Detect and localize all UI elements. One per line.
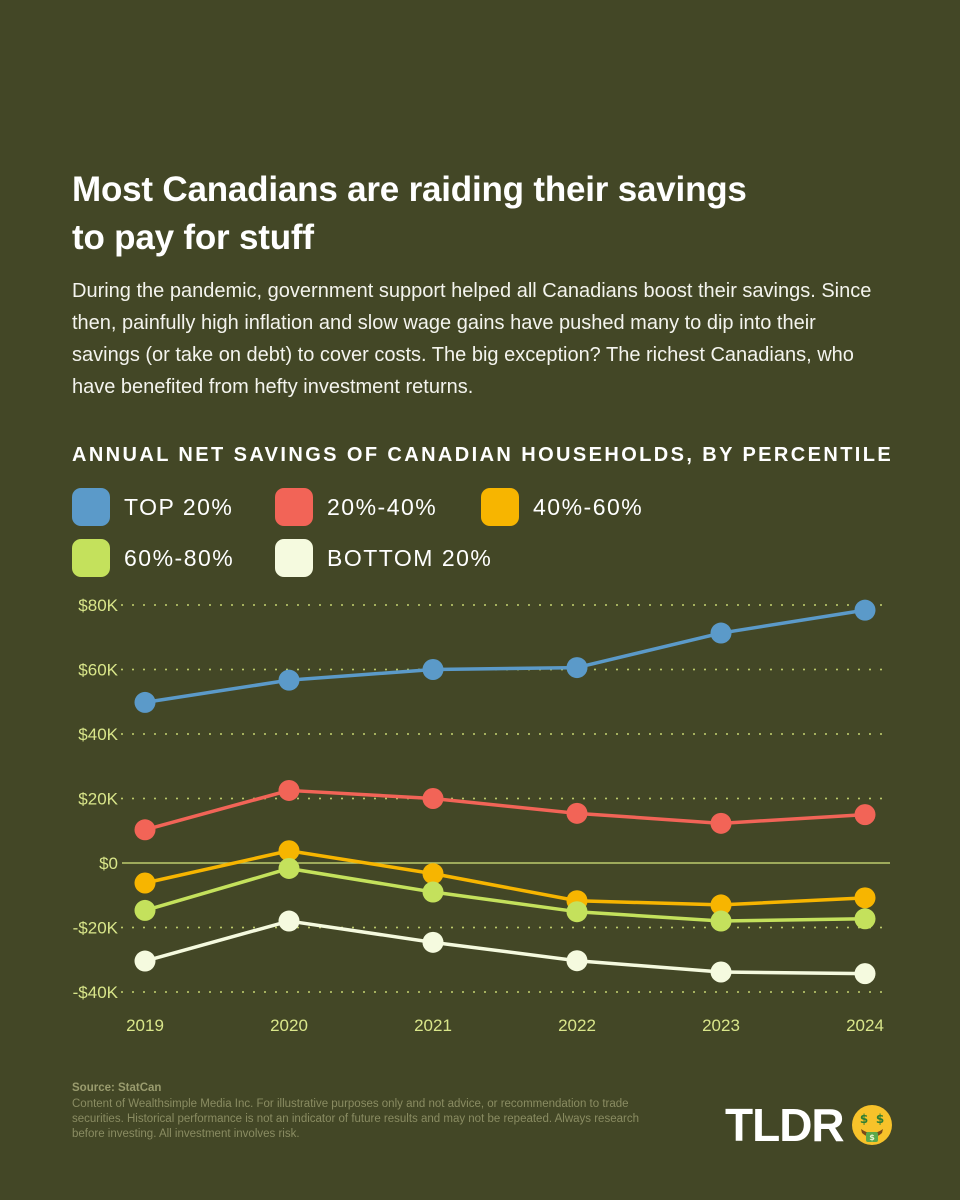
svg-text:$: $ [869,1133,875,1142]
data-point [710,961,732,983]
legend-item-bottom-20: BOTTOM 20% [275,539,492,577]
legend-swatch-bottom-20 [275,539,313,577]
data-point [566,901,588,923]
chart-heading: ANNUAL NET SAVINGS OF CANADIAN HOUSEHOLD… [72,444,894,466]
y-tick-label: -$20K [73,919,119,938]
data-point [422,931,444,953]
y-tick-label: $40K [78,725,118,744]
savings-line-chart: $80K $60K $40K $20K $0 -$20K -$40K 2019 2020 2021… [73,596,891,1035]
x-tick-label: 2020 [270,1016,308,1035]
series-line-0 [144,608,866,705]
legend-label-60-80: 60%-80% [124,544,235,571]
tldr-logo: TLDR [725,1099,845,1151]
series-line-2 [144,848,866,907]
legend-label-bottom-20: BOTTOM 20% [327,544,493,571]
page-title: Most Canadians are raiding their savings… [72,170,747,257]
legend-label-top-20: TOP 20% [124,493,234,520]
legend-swatch-top-20 [72,488,110,526]
money-mouth-face-icon: $ $ $ [852,1105,892,1145]
y-tick-label: $0 [99,854,118,873]
legend-label-20-40: 20%-40% [327,493,438,520]
data-point [566,657,588,679]
legend-swatch-60-80 [72,539,110,577]
data-point [134,691,156,713]
legend-swatch-40-60 [481,488,519,526]
series-line-3 [144,866,866,923]
data-point [854,887,876,909]
data-point [278,779,300,801]
data-point [566,950,588,972]
data-point [854,963,876,985]
x-tick-label: 2022 [558,1016,596,1035]
x-tick-label: 2021 [414,1016,452,1035]
source-note: Source: StatCan Content of Wealthsimple … [72,1081,652,1142]
source-label: Source: StatCan [72,1082,162,1094]
series-line-4 [144,919,866,976]
data-point [710,622,732,644]
data-point [854,908,876,930]
legend-item-top-20: TOP 20% [72,488,233,526]
data-point [278,910,300,932]
data-point [422,659,444,680]
y-tick-label: $20K [78,790,118,809]
data-point [134,872,156,894]
series-line-1 [144,788,866,832]
legend-item-20-40: 20%-40% [275,488,437,526]
data-point [566,802,588,824]
data-point [278,669,300,691]
data-point [710,894,732,916]
y-tick-label: $80K [78,596,118,615]
svg-text:$: $ [860,1112,868,1126]
data-point [134,819,156,841]
legend-swatch-20-40 [275,488,313,526]
legend-item-60-80: 60%-80% [72,539,234,577]
disclaimer-text: Content of Wealthsimple Media Inc. For i… [72,1098,639,1140]
svg-text:$: $ [876,1112,884,1126]
data-point [422,881,444,903]
data-point [278,840,300,862]
x-tick-label: 2019 [126,1016,164,1035]
legend-label-40-60: 40%-60% [533,493,644,520]
y-tick-label: -$40K [73,983,119,1002]
data-point [710,910,732,932]
data-point [710,812,732,834]
page-subtitle: During the pandemic, government support … [72,280,872,398]
data-point [278,857,300,879]
data-point [854,599,876,621]
data-point [854,804,876,826]
x-tick-label: 2024 [846,1016,884,1035]
y-tick-label: $60K [78,661,118,680]
legend-item-40-60: 40%-60% [481,488,643,526]
data-point [134,899,156,921]
data-point [422,788,444,809]
data-point [422,863,444,885]
x-tick-label: 2023 [702,1016,740,1035]
data-point [134,950,156,972]
